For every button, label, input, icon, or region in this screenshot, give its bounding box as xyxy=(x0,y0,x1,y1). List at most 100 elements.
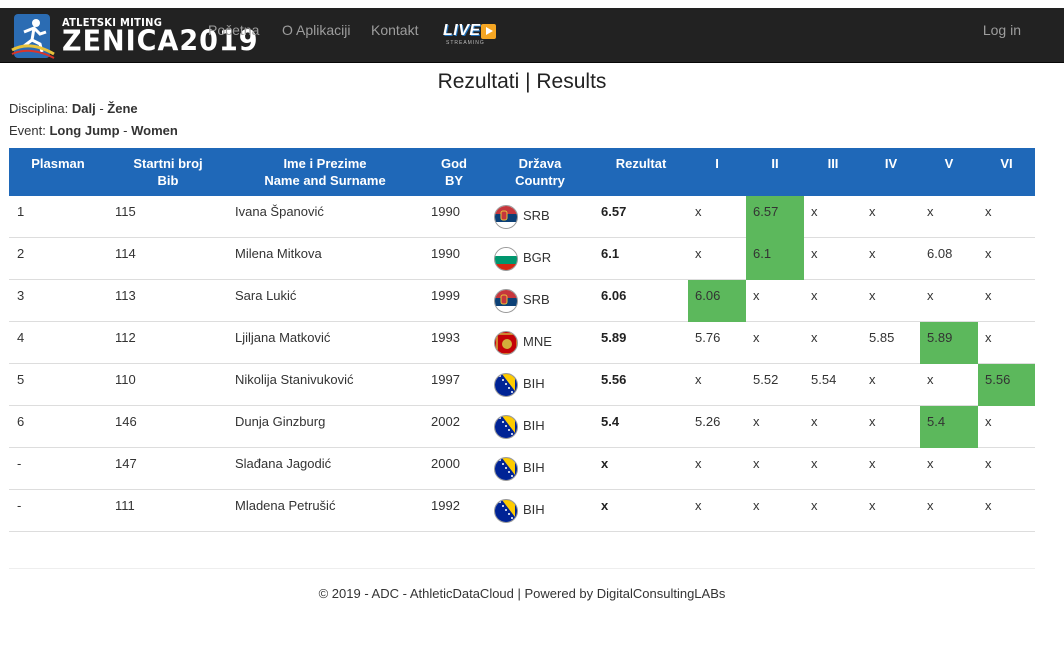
cell-country: BIH xyxy=(523,418,545,433)
event-separator: - xyxy=(119,123,132,138)
cell-attempt-4: x xyxy=(869,498,876,513)
nav-contact[interactable]: Kontakt xyxy=(371,22,419,38)
cell-attempt-1: x xyxy=(695,372,702,387)
brand-logo[interactable]: ATLETSKI MITING ZENICA2019 xyxy=(10,8,258,63)
cell-place: 2 xyxy=(17,246,25,261)
flag-bih-icon xyxy=(494,499,518,523)
cell-attempt-1: 6.06 xyxy=(688,280,746,322)
brand-big-text: ZENICA2019 xyxy=(62,25,259,58)
cell-attempt-1: x xyxy=(695,204,702,219)
page-title: Rezultati | Results xyxy=(437,70,607,93)
col-attempt-4: IV xyxy=(862,155,920,172)
flag-srb-icon xyxy=(494,289,518,313)
cell-attempt-2: x xyxy=(753,414,760,429)
flag-srb-icon xyxy=(494,205,518,229)
live-stream-link[interactable]: LIVE STREAMING xyxy=(440,21,500,47)
cell-attempt-1: x xyxy=(695,498,702,513)
cell-attempt-6: x xyxy=(985,204,992,219)
col-country-label-en: Country xyxy=(515,173,565,188)
cell-bib: 110 xyxy=(115,372,136,387)
flag-bih-icon xyxy=(494,457,518,481)
nav-home[interactable]: Početna xyxy=(208,22,260,38)
cell-name: Nikolija Stanivuković xyxy=(235,372,354,387)
cell-name: Ljiljana Matković xyxy=(235,330,331,345)
cell-result: 5.89 xyxy=(601,330,627,345)
col-attempt-1: I xyxy=(688,155,746,172)
table-body: 1 115 Ivana Španović 1990 SRB 6.57 x 6.57 x x x x 2 1… xyxy=(9,196,1035,532)
cell-country: BGR xyxy=(523,250,552,265)
cell-year: 1993 xyxy=(431,330,460,345)
cell-attempt-6: x xyxy=(985,498,992,513)
event-label: Event: xyxy=(9,123,46,138)
cell-result: 6.1 xyxy=(601,246,620,261)
table-header: Plasman Startni broj Bib Ime i Prezime Nam… xyxy=(9,148,1035,196)
cell-attempt-3: x xyxy=(811,288,818,303)
cell-attempt-2: 5.52 xyxy=(753,372,779,387)
live-label: LIVE xyxy=(443,22,481,39)
cell-attempt-5: x xyxy=(927,498,934,513)
cell-attempt-6: x xyxy=(985,330,992,345)
col-year-label-en: BY xyxy=(444,173,464,188)
col-name-label-en: Name and Surname xyxy=(264,173,386,188)
cell-bib: 112 xyxy=(115,330,136,345)
cell-result: 6.57 xyxy=(601,204,627,219)
cell-attempt-2: x xyxy=(753,456,760,471)
table-row: 2 114 Milena Mitkova 1990 BGR 6.1 x 6.1 x x 6.08 x xyxy=(9,238,1035,280)
col-attempt-6-label: VI xyxy=(1000,156,1013,171)
discipline-separator: - xyxy=(95,101,108,116)
flag-mne-icon xyxy=(494,331,518,355)
cell-attempt-5: 5.89 xyxy=(920,322,978,364)
cell-attempt-4: 5.85 xyxy=(869,330,895,345)
cell-name: Sara Lukić xyxy=(235,288,297,303)
col-place: Plasman xyxy=(9,155,107,172)
cell-place: 3 xyxy=(17,288,25,303)
cell-attempt-3: x xyxy=(811,456,818,471)
cell-attempt-2: x xyxy=(753,330,760,345)
discipline-name: Dalj xyxy=(71,101,96,116)
col-result-label: Rezultat xyxy=(615,156,667,171)
col-name-label: Ime i Prezime xyxy=(283,156,367,171)
cell-country: BIH xyxy=(523,376,545,391)
event-line: Event: Long Jump - Women xyxy=(9,123,178,138)
cell-country: MNE xyxy=(523,334,552,349)
cell-bib: 147 xyxy=(115,456,137,471)
cell-attempt-5: x xyxy=(927,204,934,219)
cell-year: 2000 xyxy=(431,456,460,471)
col-year: God BY xyxy=(421,155,487,189)
cell-place: - xyxy=(17,456,22,471)
brand-small-text: ATLETSKI MITING xyxy=(62,16,163,29)
footer-divider xyxy=(9,568,1035,569)
cell-year: 1990 xyxy=(431,246,460,261)
cell-attempt-4: x xyxy=(869,246,876,261)
cell-attempt-4: x xyxy=(869,372,876,387)
cell-attempt-3: x xyxy=(811,498,818,513)
col-attempt-6: VI xyxy=(978,155,1035,172)
cell-bib: 146 xyxy=(115,414,137,429)
flag-bih-icon xyxy=(494,373,518,397)
col-attempt-1-label: I xyxy=(715,156,719,171)
login-link[interactable]: Log in xyxy=(982,22,1021,38)
cell-attempt-2: x xyxy=(753,498,760,513)
cell-attempt-6: x xyxy=(985,414,992,429)
cell-attempt-5: x xyxy=(927,288,934,303)
cell-country: BIH xyxy=(523,460,545,475)
col-name: Ime i Prezime Name and Surname xyxy=(229,155,421,189)
cell-name: Milena Mitkova xyxy=(235,246,322,261)
cell-result: 5.4 xyxy=(601,414,620,429)
event-category: Women xyxy=(131,123,178,138)
col-country: Država Country xyxy=(487,155,593,189)
col-attempt-5: V xyxy=(920,155,978,172)
cell-attempt-6: x xyxy=(985,456,992,471)
table-row: 3 113 Sara Lukić 1999 SRB 6.06 6.06 x x x x x xyxy=(9,280,1035,322)
cell-place: 1 xyxy=(17,204,25,219)
cell-attempt-2: x xyxy=(753,288,760,303)
table-row: 1 115 Ivana Španović 1990 SRB 6.57 x 6.57 x x x x xyxy=(9,196,1035,238)
cell-country: SRB xyxy=(523,208,550,223)
table-row: - 147 Slađana Jagodić 2000 BIH x x x x x x x xyxy=(9,448,1035,490)
cell-result: x xyxy=(601,456,609,471)
flag-bgr-icon xyxy=(494,247,518,271)
cell-attempt-4: x xyxy=(869,204,876,219)
cell-attempt-5: 6.08 xyxy=(927,246,953,261)
col-attempt-3: III xyxy=(804,155,862,172)
nav-about[interactable]: O Aplikaciji xyxy=(282,22,351,38)
